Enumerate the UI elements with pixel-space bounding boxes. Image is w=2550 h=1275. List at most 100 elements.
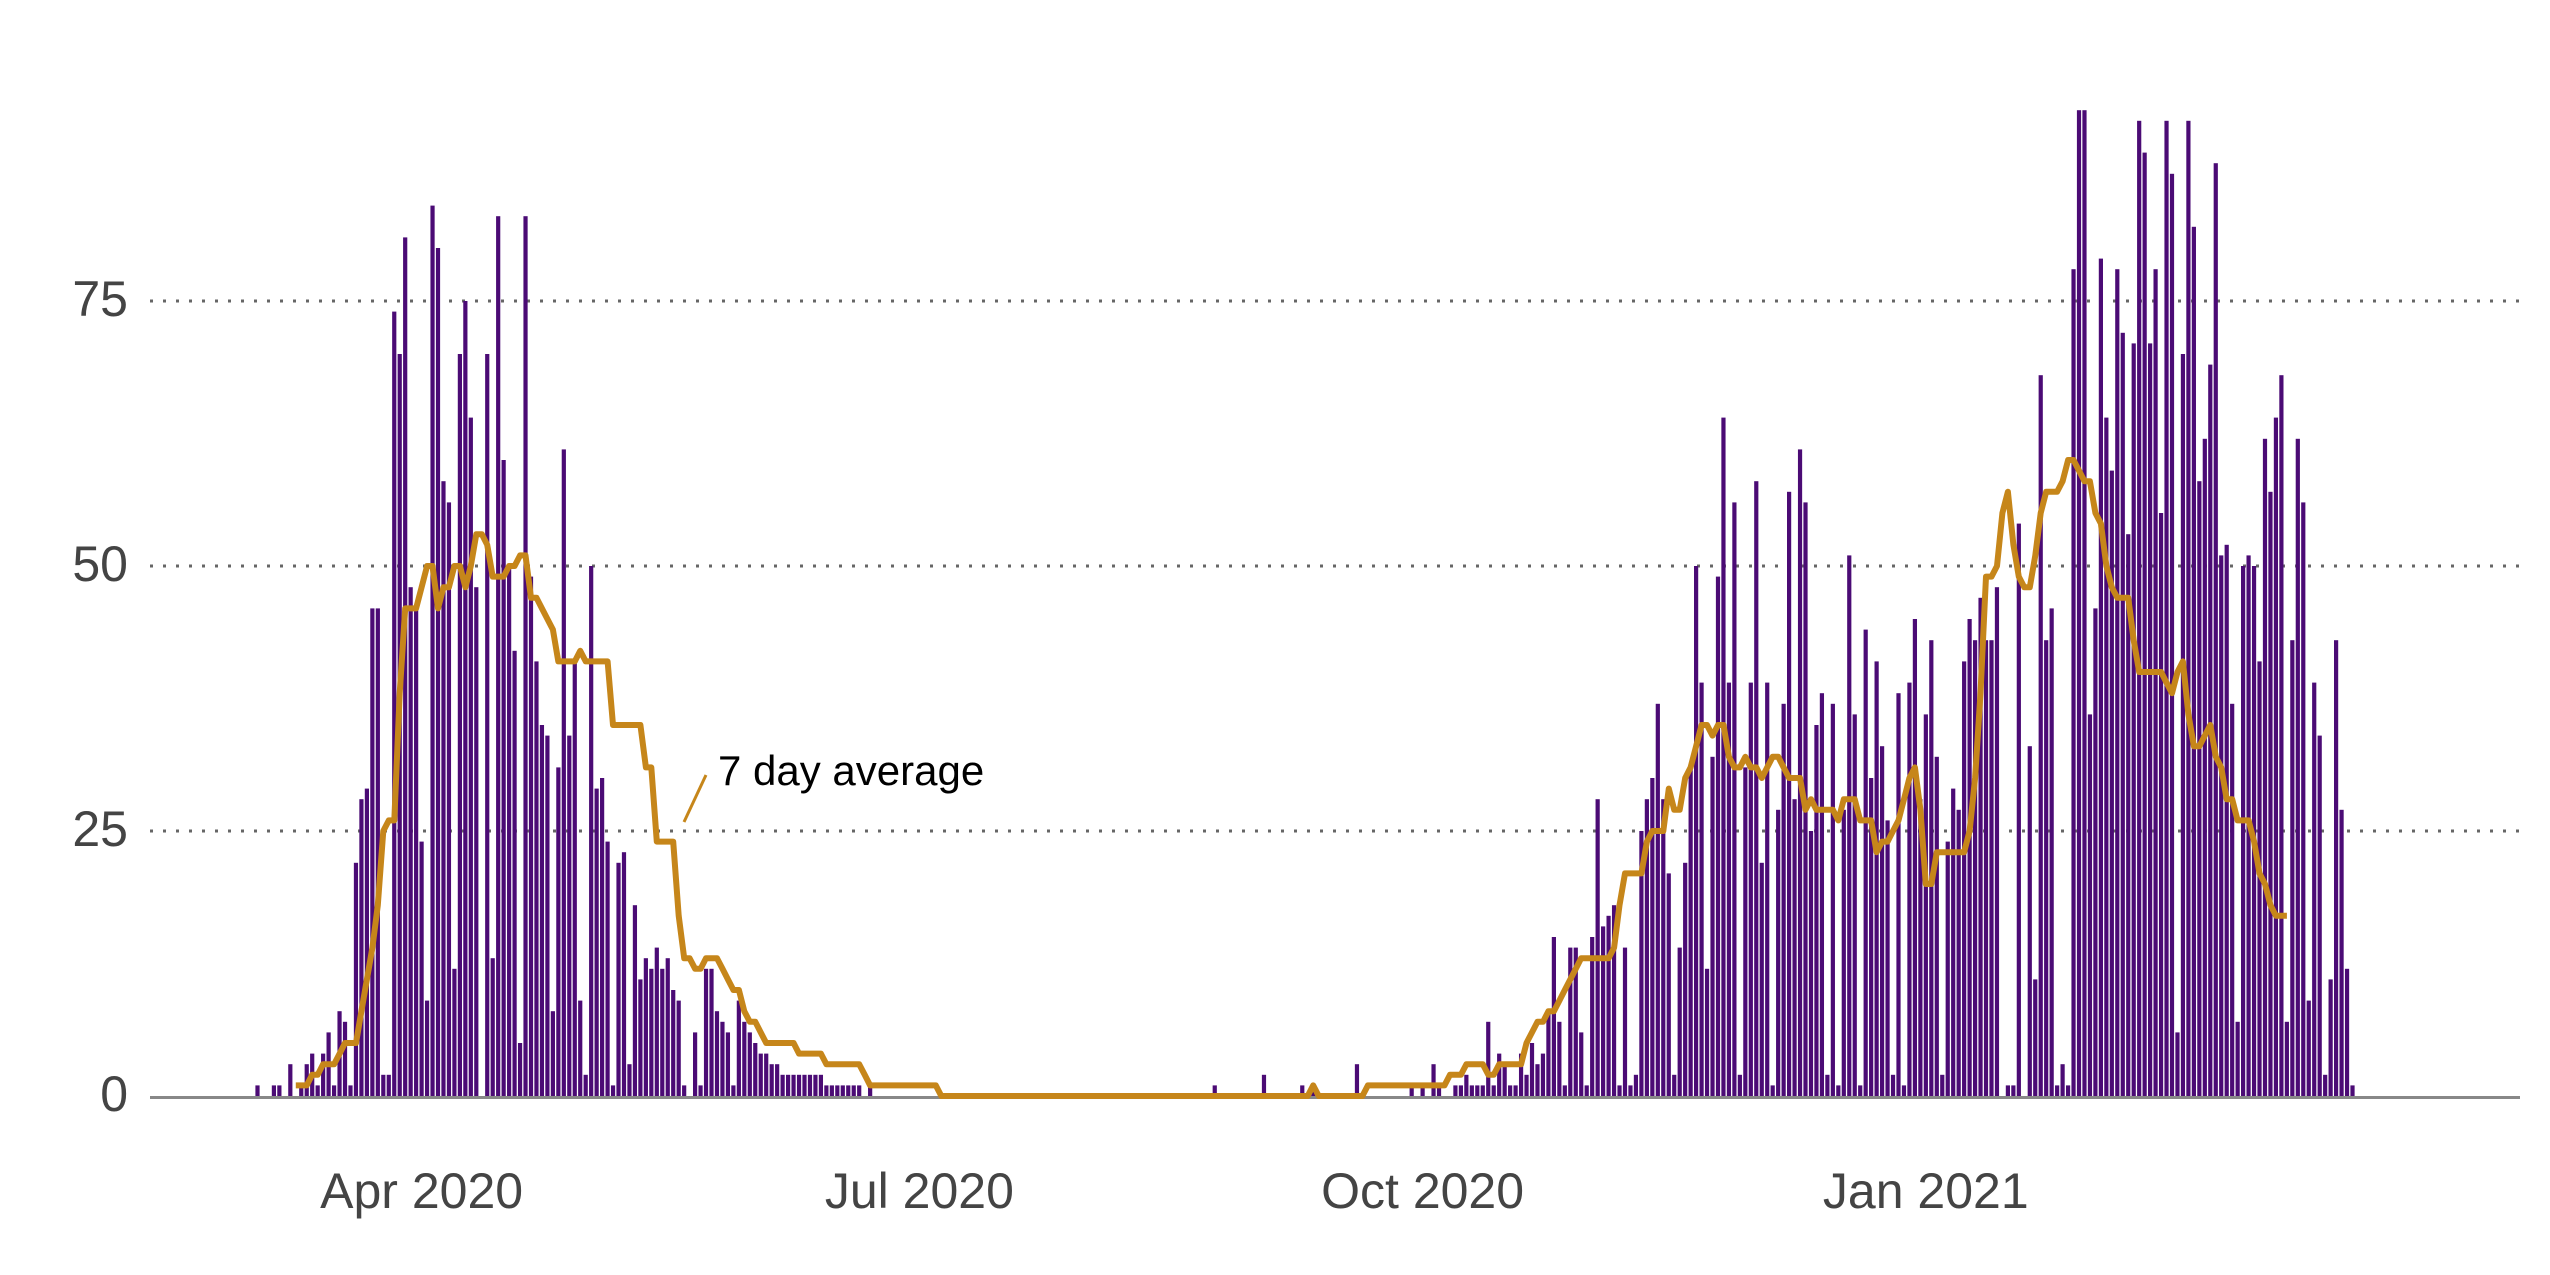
bar xyxy=(824,1085,829,1096)
bar xyxy=(1808,831,1814,1096)
bar xyxy=(2104,417,2109,1097)
bar xyxy=(2098,258,2103,1097)
bar xyxy=(419,841,424,1096)
bar xyxy=(660,968,665,1096)
bar xyxy=(1453,1085,1458,1096)
bar xyxy=(676,1000,681,1096)
bar xyxy=(1261,1074,1267,1096)
bar xyxy=(578,1000,583,1096)
bar xyxy=(1551,937,1556,1096)
bar xyxy=(654,947,659,1096)
bar xyxy=(2224,544,2229,1096)
bar xyxy=(1573,947,1578,1096)
bar xyxy=(1841,809,1846,1096)
bar xyxy=(414,608,419,1096)
bar xyxy=(1677,947,1682,1096)
bar xyxy=(2279,375,2284,1096)
bar xyxy=(764,1053,769,1096)
bar xyxy=(857,1085,862,1096)
bar xyxy=(1721,417,1726,1097)
bar xyxy=(375,608,380,1096)
bar xyxy=(2065,1085,2071,1096)
bar xyxy=(359,799,364,1096)
bar xyxy=(1907,682,1912,1096)
bar xyxy=(288,1064,293,1096)
bar xyxy=(1956,809,1961,1096)
bar xyxy=(1579,1032,1584,1096)
bar xyxy=(780,1074,785,1096)
bar xyxy=(321,1053,326,1096)
bar xyxy=(1650,778,1655,1096)
bar xyxy=(507,566,512,1096)
bar xyxy=(1748,682,1753,1096)
bar xyxy=(1469,1085,1474,1096)
bar xyxy=(2344,968,2350,1096)
bar xyxy=(403,237,408,1096)
bar xyxy=(1890,1074,1896,1096)
bar xyxy=(2180,354,2186,1096)
x-tick-label: Jul 2020 xyxy=(825,1163,1014,1219)
bar xyxy=(2093,608,2098,1096)
bar xyxy=(1546,1011,1551,1096)
bar xyxy=(2328,979,2333,1096)
bar xyxy=(1787,491,1792,1096)
bar xyxy=(556,767,561,1096)
bar xyxy=(2197,481,2202,1096)
bar xyxy=(446,502,452,1096)
bar xyxy=(775,1064,780,1096)
bar xyxy=(1590,937,1595,1096)
y-tick-label-75: 75 xyxy=(72,271,128,327)
bar xyxy=(638,979,643,1096)
bar xyxy=(1655,703,1660,1096)
bar xyxy=(561,449,566,1096)
average-annotation-label: 7 day average xyxy=(718,747,984,794)
bar xyxy=(1940,1074,1945,1096)
bar xyxy=(2044,640,2049,1096)
bar xyxy=(2076,110,2082,1096)
bar xyxy=(517,1043,523,1096)
bar xyxy=(381,1074,386,1096)
bar xyxy=(2005,1085,2010,1096)
bar xyxy=(1814,725,1819,1096)
bar xyxy=(2137,120,2142,1097)
bar xyxy=(2262,438,2268,1096)
x-tick-label: Jan 2021 xyxy=(1823,1163,2029,1219)
bar xyxy=(2295,438,2300,1096)
bar xyxy=(1518,1053,1524,1096)
bar xyxy=(1694,566,1699,1096)
y-tick-label-50: 50 xyxy=(72,536,128,592)
bar xyxy=(386,1074,391,1096)
bar xyxy=(539,725,545,1096)
bar xyxy=(1836,1085,1841,1096)
bar xyxy=(1852,714,1857,1096)
y-tick-label-25: 25 xyxy=(72,801,128,857)
bar xyxy=(747,1032,752,1096)
bar xyxy=(452,968,457,1096)
bar xyxy=(2071,269,2076,1096)
bar xyxy=(2148,343,2153,1096)
bar xyxy=(1633,1074,1639,1096)
bar xyxy=(791,1074,796,1096)
x-tick-label: Apr 2020 xyxy=(320,1163,523,1219)
bar xyxy=(1797,449,1803,1096)
bar xyxy=(408,587,413,1096)
bar xyxy=(785,1074,791,1096)
bar xyxy=(1912,619,1918,1096)
bar xyxy=(1212,1085,1217,1096)
bar xyxy=(649,968,654,1096)
bar xyxy=(1508,1085,1513,1096)
bar xyxy=(1754,481,1759,1096)
bar xyxy=(1765,682,1770,1096)
bar xyxy=(1962,661,1967,1096)
bar xyxy=(353,862,359,1096)
bar xyxy=(709,968,714,1096)
bar xyxy=(1535,1064,1540,1096)
bar xyxy=(2038,375,2043,1096)
bar xyxy=(2049,608,2054,1096)
bar xyxy=(605,841,610,1096)
bar xyxy=(1737,1074,1742,1096)
bar xyxy=(802,1074,807,1096)
y-tick-label-0: 0 xyxy=(100,1066,128,1122)
bar xyxy=(1540,1053,1546,1096)
